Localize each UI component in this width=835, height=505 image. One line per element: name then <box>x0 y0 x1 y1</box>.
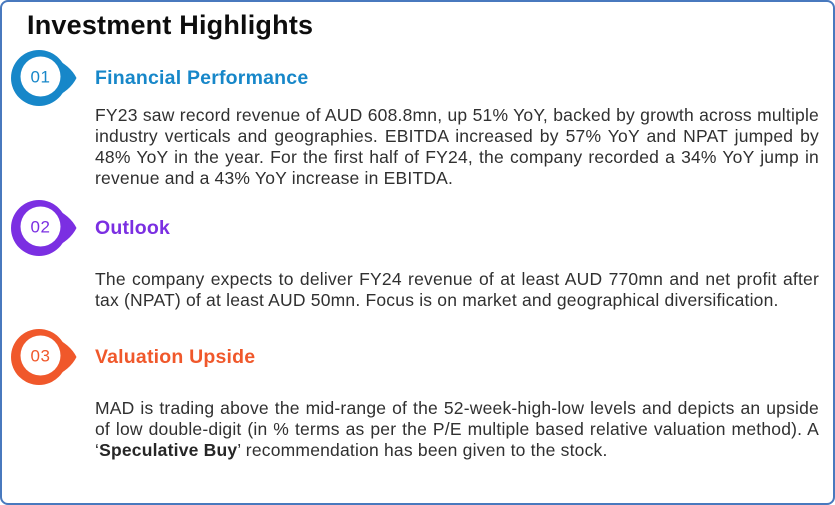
section-body: MAD is trading above the mid-range of th… <box>95 398 819 461</box>
section-header: 01 Financial Performance <box>11 49 819 107</box>
section-header: 02 Outlook <box>11 199 819 257</box>
section-body: FY23 saw record revenue of AUD 608.8mn, … <box>95 105 819 188</box>
section-body: The company expects to deliver FY24 reve… <box>95 269 819 310</box>
section-number: 01 <box>31 68 51 87</box>
highlight-section-valuation-upside: 03 Valuation Upside MAD is trading above… <box>11 328 819 461</box>
section-heading: Valuation Upside <box>95 345 256 368</box>
section-number: 02 <box>31 218 51 237</box>
number-pin-icon: 02 <box>11 200 77 256</box>
page-title: Investment Highlights <box>27 10 314 40</box>
highlight-section-financial-performance: 01 Financial Performance FY23 saw record… <box>11 49 819 189</box>
section-heading: Financial Performance <box>95 66 309 89</box>
section-number: 03 <box>31 347 51 366</box>
recommendation-emphasis: Speculative Buy <box>99 440 238 460</box>
section-heading: Outlook <box>95 216 171 239</box>
body-text-pre: MAD is trading above the mid-range of th… <box>95 398 819 460</box>
number-pin-icon: 03 <box>11 329 77 385</box>
highlight-section-outlook: 02 Outlook The company expects to delive… <box>11 199 819 311</box>
number-pin-icon: 01 <box>11 50 77 106</box>
body-text-post: ’ recommendation has been given to the s… <box>237 440 608 460</box>
section-header: 03 Valuation Upside <box>11 328 819 386</box>
